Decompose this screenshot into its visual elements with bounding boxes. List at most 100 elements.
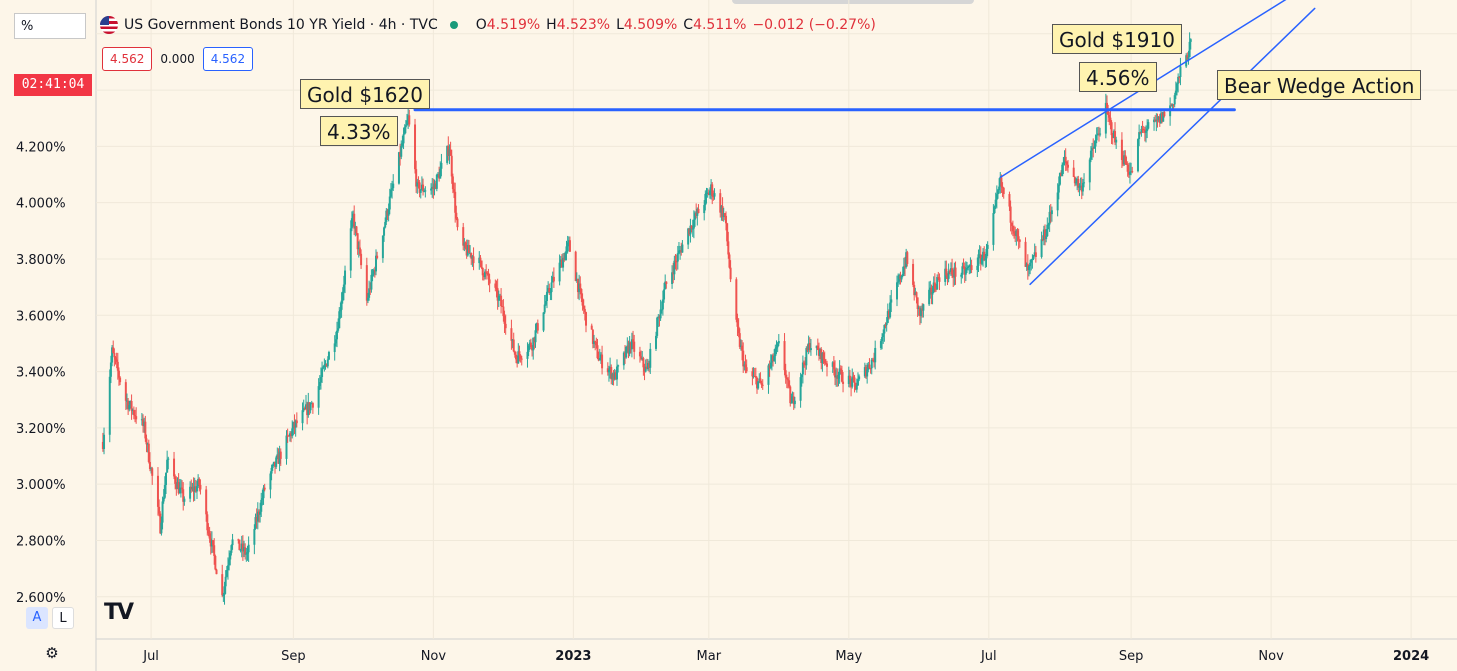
candle-body [129, 401, 132, 405]
candle-body [383, 227, 386, 236]
candle-body [944, 268, 947, 282]
candle-body [921, 308, 924, 311]
candle-body [758, 378, 761, 382]
candle-body [559, 259, 562, 263]
candle-body [899, 275, 902, 280]
candle-body [932, 282, 935, 293]
candle-body [837, 375, 840, 379]
candle-body [484, 271, 487, 278]
trade-panel: 4.562 0.000 4.562 [102, 47, 254, 71]
candle-body [270, 467, 273, 474]
annotation-gold-1910[interactable]: Gold $1910 [1052, 24, 1182, 54]
candle-body [114, 357, 117, 360]
candle-body [720, 206, 723, 213]
candle-body [241, 543, 244, 552]
candle-body [585, 312, 588, 326]
candle-body [1114, 131, 1117, 143]
candle-body [1096, 133, 1099, 136]
candle-body [1002, 187, 1005, 195]
candle-body [964, 269, 967, 275]
trendline-wedge-lower [1029, 7, 1316, 286]
candle-body [430, 188, 433, 191]
candle-body [805, 348, 808, 366]
candle-body [590, 325, 593, 330]
candle-body [550, 282, 553, 293]
candle-body [801, 362, 804, 375]
candle-body [135, 416, 138, 420]
candle-body [116, 361, 119, 371]
x-tick-label: Sep [281, 649, 306, 664]
tradingview-logo[interactable]: TV [104, 600, 134, 625]
candle-body [821, 353, 824, 364]
gear-icon[interactable]: ⚙ [45, 645, 59, 662]
annotation-yield-433[interactable]: 4.33% [320, 116, 398, 146]
candle-body [455, 212, 458, 219]
candle-body [705, 192, 708, 195]
candle-body [922, 304, 925, 311]
candle-body [761, 384, 764, 386]
candle-body [260, 499, 263, 512]
candle-body [420, 184, 423, 190]
candle-body [432, 186, 435, 190]
candle-body [148, 461, 151, 470]
candle-body [1111, 135, 1114, 138]
candle-body [162, 497, 165, 502]
symbol-title[interactable]: US Government Bonds 10 YR Yield · 4h · T… [124, 17, 438, 33]
candle-body [179, 487, 182, 489]
candle-body [595, 342, 598, 346]
candle-body [1010, 222, 1013, 227]
candle-body [970, 265, 973, 271]
candle-body [1110, 122, 1113, 136]
candle-body [440, 162, 443, 169]
candle-body [140, 419, 143, 421]
annotation-yield-456[interactable]: 4.56% [1079, 62, 1157, 92]
annotation-bear-wedge[interactable]: Bear Wedge Action [1217, 70, 1422, 100]
candle-body [858, 376, 861, 380]
candle-body [579, 283, 582, 289]
top-drag-handle[interactable] [732, 0, 974, 4]
candle-body [214, 555, 217, 570]
candle-body [839, 368, 842, 370]
candle-body [874, 347, 877, 363]
sell-price-button[interactable]: 4.562 [102, 47, 153, 71]
candle-body [614, 372, 617, 380]
candle-body [1097, 133, 1100, 135]
candle-body [885, 322, 888, 326]
candle-body [517, 351, 520, 364]
candle-body [690, 225, 693, 229]
high-label: H [546, 17, 557, 33]
candle-body [688, 228, 691, 235]
candle-body [722, 213, 725, 218]
candle-body [948, 271, 951, 273]
log-scale-button[interactable]: L [52, 607, 74, 629]
candle-body [627, 345, 630, 354]
candle-body [416, 181, 419, 187]
candle-body [776, 343, 779, 348]
symbol-legend[interactable]: US Government Bonds 10 YR Yield · 4h · T… [100, 16, 876, 34]
candle-body [804, 364, 807, 366]
candle-body [687, 228, 690, 245]
candle-body [1091, 147, 1094, 151]
candle-body [663, 289, 666, 300]
candle-body [598, 358, 601, 361]
candle-body [963, 267, 966, 275]
candle-body [937, 277, 940, 279]
candle-body [769, 362, 772, 368]
candle-body [385, 210, 388, 222]
candle-body [215, 569, 218, 575]
candle-body [167, 458, 170, 460]
candle-body [945, 268, 948, 276]
unit-selector[interactable]: % [14, 13, 86, 39]
candle-body [884, 325, 887, 327]
candle-body [863, 367, 866, 377]
candle-body [294, 420, 297, 428]
candle-body [1033, 252, 1036, 256]
candle-body [103, 434, 106, 449]
buy-price-button[interactable]: 4.562 [202, 47, 254, 71]
annotation-gold-1620[interactable]: Gold $1620 [300, 79, 430, 109]
auto-scale-button[interactable]: A [26, 607, 48, 629]
candle-body [119, 377, 122, 383]
candle-body [334, 339, 337, 344]
candle-body [502, 306, 505, 317]
market-status-icon[interactable] [449, 21, 458, 29]
